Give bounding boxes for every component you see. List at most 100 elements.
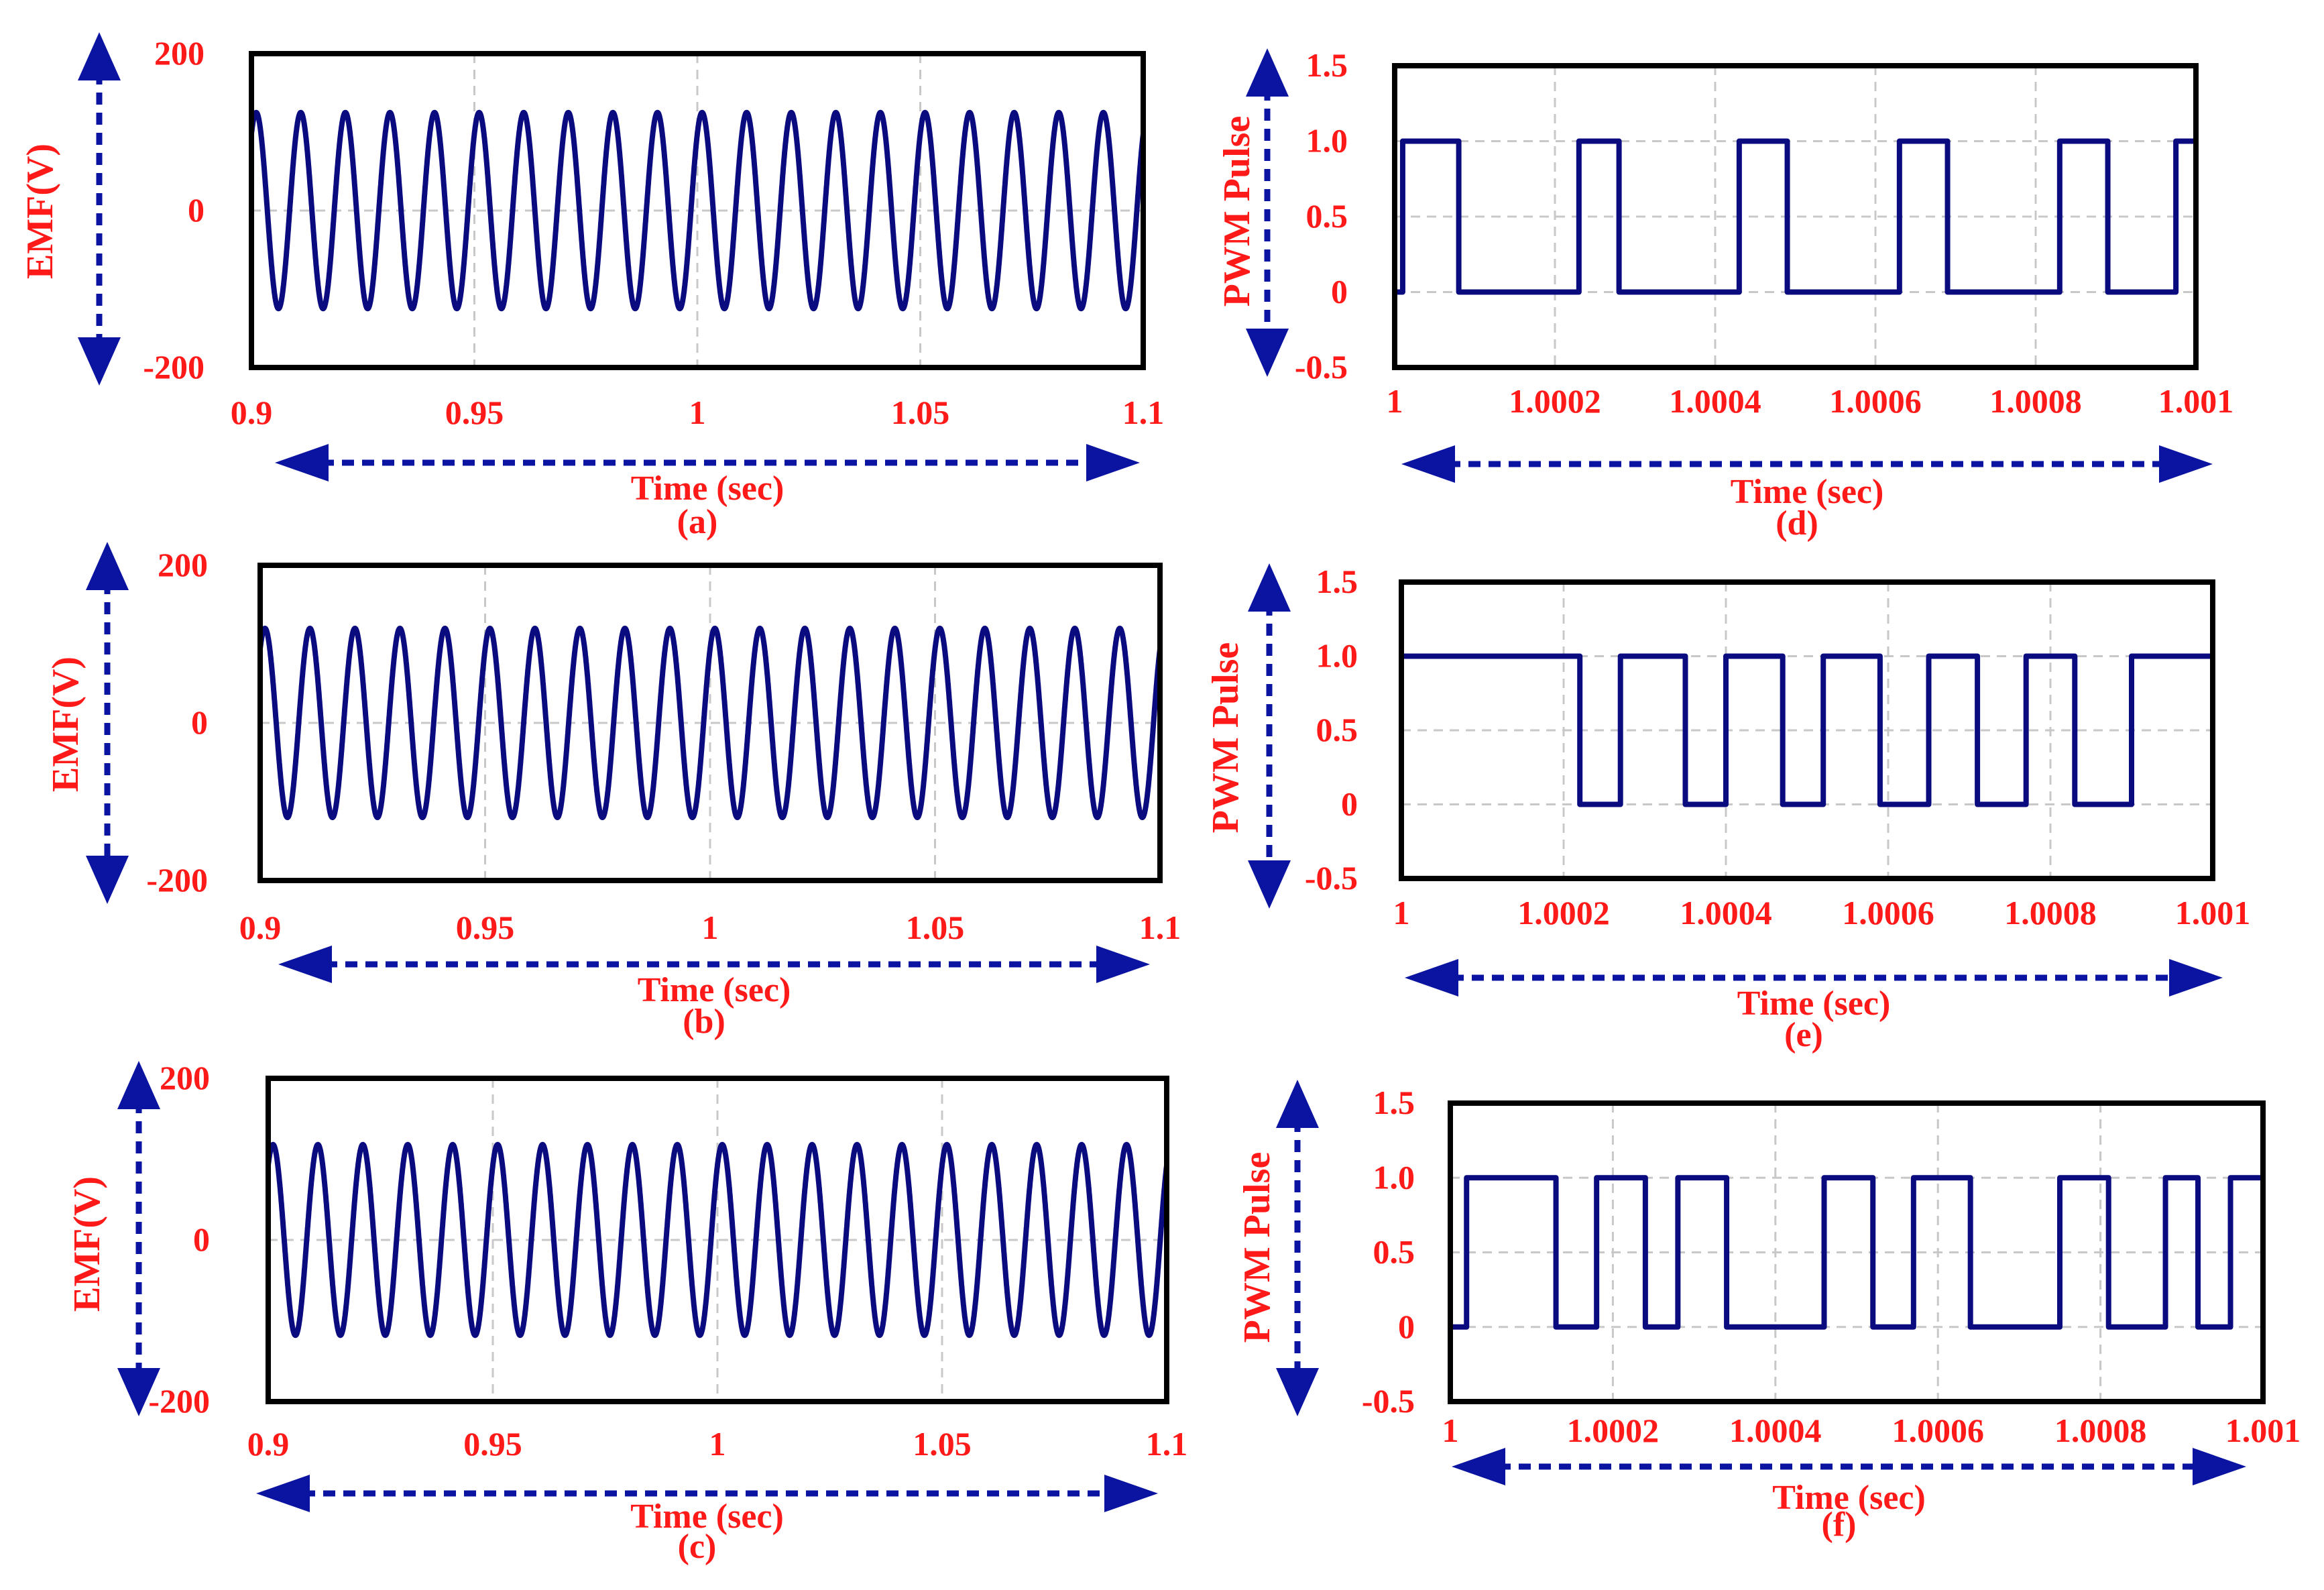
panel-e: 1.5 1.0 0.5 0 -0.5 1 1.0002 1.0004 1.0006 1.0008 1… — [1205, 563, 2250, 1054]
arrow-up-icon — [86, 542, 129, 590]
x-tick-label: 1 — [689, 394, 706, 431]
y-axis-label: EMF(V) — [45, 657, 86, 792]
x-tick-label: 1 — [709, 1425, 726, 1463]
y-tick-label: -200 — [148, 1382, 210, 1420]
arrow-right-icon — [2193, 1448, 2246, 1485]
arrow-right-icon — [2169, 959, 2223, 997]
x-tick-label: 1.0004 — [1729, 1412, 1822, 1449]
x-tick-label: 1 — [1387, 382, 1403, 420]
series-line — [1395, 138, 2196, 295]
y-axis-label: PWM Pulse — [1216, 116, 1258, 307]
x-tick-label: 1.1 — [1139, 909, 1181, 946]
y-tick-label: 200 — [154, 34, 205, 72]
x-tick-label: 1.001 — [2175, 894, 2251, 931]
panel-f: 1.5 1.0 0.5 0 -0.5 1 1.0002 1.0004 1.0006 1.0008 1… — [1236, 1080, 2301, 1544]
y-tick-label: -0.5 — [1295, 348, 1348, 386]
x-tick-label: 1.0008 — [1989, 382, 2082, 420]
x-tick-label: 1.0008 — [2004, 894, 2097, 931]
plot-frame — [1399, 579, 2215, 881]
y-tick-label: -0.5 — [1305, 859, 1358, 897]
y-tick-label: 1.0 — [1306, 122, 1348, 160]
x-tick-label: 1.0002 — [1567, 1412, 1660, 1449]
arrow-down-icon — [1246, 329, 1289, 377]
y-axis-label: EMF(V) — [66, 1176, 108, 1312]
y-axis-label: PWM Pulse — [1205, 642, 1246, 834]
plot-frame — [1448, 1100, 2266, 1404]
y-tick-label: 1.5 — [1373, 1084, 1415, 1121]
y-tick-label: 1.5 — [1306, 46, 1348, 84]
x-tick-label: 0.9 — [239, 909, 282, 946]
x-tick-label: 0.95 — [456, 909, 515, 946]
panel-caption: (c) — [678, 1528, 717, 1566]
plot-frame — [1392, 63, 2199, 370]
panel-caption: (b) — [683, 1003, 725, 1041]
panel-caption: (d) — [1776, 504, 1818, 543]
x-tick-label: 1.0002 — [1509, 382, 1601, 420]
series-line — [249, 109, 1146, 312]
x-tick-label: 1.0002 — [1517, 894, 1610, 931]
x-tick-label: 1.0008 — [2054, 1412, 2147, 1449]
y-tick-label: 0.5 — [1316, 711, 1358, 748]
x-tick-label: 1.05 — [906, 909, 965, 946]
arrow-down-icon — [1248, 860, 1291, 909]
x-tick-label: 0.9 — [247, 1425, 290, 1463]
y-axis-label: EMF(V) — [19, 144, 61, 279]
arrow-left-icon — [278, 946, 332, 983]
y-tick-label: 0 — [188, 191, 205, 229]
y-tick-label: 0.5 — [1373, 1233, 1415, 1271]
panel-a: 200 0 -200 0.9 0.95 1 1.05 1.1 EMF(V) Time (sec)(… — [19, 32, 1164, 541]
panel-caption: (a) — [677, 503, 718, 541]
x-axis-label: Time (sec) — [1731, 473, 1884, 511]
arrow-up-icon — [1276, 1080, 1319, 1128]
x-axis-label: Time (sec) — [631, 469, 785, 508]
plot-frame — [257, 563, 1163, 883]
arrow-left-icon — [1452, 1448, 1505, 1485]
x-tick-label: 1 — [702, 909, 719, 946]
y-tick-label: 0 — [191, 703, 208, 741]
arrow-right-icon — [1104, 1475, 1158, 1512]
arrow-left-icon — [275, 444, 329, 481]
arrow-right-icon — [1096, 946, 1150, 983]
x-tick-label: 1.1 — [1122, 394, 1165, 431]
series-line — [257, 626, 1163, 820]
panel-caption: (e) — [1784, 1016, 1823, 1054]
series-line — [1399, 653, 2213, 807]
y-tick-label: 0 — [193, 1220, 210, 1258]
x-tick-label: 1 — [1442, 1412, 1459, 1449]
y-tick-label: 200 — [158, 546, 208, 583]
y-tick-label: -0.5 — [1362, 1382, 1415, 1420]
arrow-up-icon — [117, 1061, 160, 1109]
y-tick-label: 1.0 — [1316, 637, 1358, 675]
panel-d: 1.5 1.0 0.5 0 -0.5 1 1.0002 1.0004 1.0006 1.0008 1… — [1216, 46, 2233, 543]
arrow-up-icon — [1248, 563, 1291, 612]
x-tick-label: 0.9 — [231, 394, 273, 431]
plot-frame — [249, 51, 1146, 370]
arrow-down-icon — [78, 337, 121, 386]
x-tick-label: 1.1 — [1146, 1425, 1188, 1463]
x-axis-label: Time (sec) — [1772, 1479, 1926, 1517]
y-tick-label: -200 — [146, 861, 208, 899]
y-axis-label: PWM Pulse — [1236, 1152, 1278, 1343]
arrow-right-icon — [2159, 445, 2213, 483]
x-axis-label: Time (sec) — [630, 1497, 784, 1536]
x-tick-label: 1.0006 — [1892, 1412, 1984, 1449]
y-tick-label: 1.0 — [1373, 1158, 1415, 1196]
x-tick-label: 1.001 — [2158, 382, 2234, 420]
x-tick-label: 1.0004 — [1680, 894, 1772, 931]
arrow-up-icon — [78, 32, 121, 80]
x-tick-label: 1 — [1393, 894, 1410, 931]
x-tick-label: 1.0004 — [1669, 382, 1761, 420]
y-tick-label: 0.5 — [1306, 197, 1348, 235]
arrow-right-icon — [1086, 444, 1140, 481]
y-tick-label: 0 — [1398, 1308, 1415, 1345]
arrow-down-icon — [117, 1368, 160, 1416]
y-tick-label: 0 — [1331, 273, 1348, 310]
x-tick-label: 1.05 — [913, 1425, 972, 1463]
panel-caption: (f) — [1822, 1506, 1857, 1544]
x-axis-label: Time (sec) — [638, 971, 791, 1009]
x-tick-label: 1.0006 — [1829, 382, 1922, 420]
arrow-up-icon — [1246, 48, 1289, 97]
x-tick-label: 0.95 — [463, 1425, 522, 1463]
x-tick-label: 1.001 — [2225, 1412, 2301, 1449]
panel-c: 200 0 -200 0.9 0.95 1 1.05 1.1 EMF(V) Time (sec)(… — [66, 1059, 1187, 1566]
